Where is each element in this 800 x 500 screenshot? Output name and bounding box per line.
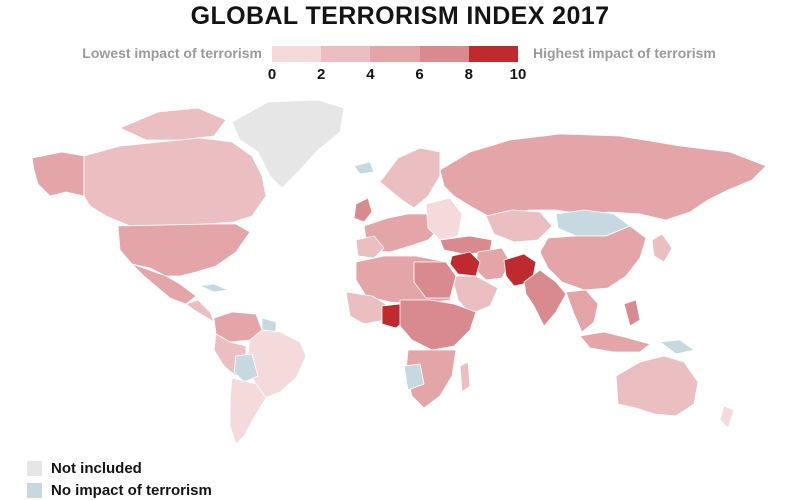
region-philippines bbox=[623, 299, 641, 327]
region-uk bbox=[353, 197, 373, 223]
region-iberia bbox=[355, 235, 385, 259]
region-alaska bbox=[31, 151, 85, 197]
scale-tick: 8 bbox=[464, 66, 473, 83]
scale-tick: 10 bbox=[509, 66, 527, 83]
region-new-zealand bbox=[719, 405, 735, 429]
region-kazakhstan bbox=[485, 209, 553, 243]
region-southern-cone bbox=[229, 377, 267, 445]
region-egypt-libya bbox=[413, 261, 457, 299]
legend-swatch-not-included bbox=[27, 461, 42, 476]
region-arctic-islands bbox=[119, 107, 227, 141]
region-southeast-asia bbox=[565, 289, 599, 333]
region-australia bbox=[615, 355, 699, 417]
scale-bin-0-2 bbox=[272, 46, 322, 62]
region-east-asia-islands bbox=[651, 233, 673, 263]
legend-no-impact: No impact of terrorism bbox=[27, 482, 212, 499]
scale-tick: 4 bbox=[366, 66, 375, 83]
scale-tick: 0 bbox=[267, 66, 277, 83]
legend-swatch-no-impact bbox=[27, 483, 42, 498]
region-india bbox=[523, 269, 567, 327]
map-title: GLOBAL TERRORISM INDEX 2017 bbox=[190, 2, 610, 30]
region-eastern-europe bbox=[425, 197, 463, 241]
region-greenland bbox=[231, 99, 345, 189]
region-canada bbox=[83, 137, 267, 227]
scale-ticks: 0 2 4 6 8 10 bbox=[268, 66, 527, 86]
legend-label-not-included: Not included bbox=[51, 460, 142, 477]
region-arabia bbox=[451, 275, 499, 315]
region-russia bbox=[439, 133, 767, 221]
scale-bin-2-4 bbox=[321, 46, 371, 62]
region-china bbox=[539, 225, 647, 291]
world-map bbox=[0, 92, 800, 450]
region-madagascar bbox=[459, 361, 471, 393]
legend-low-label: Lowest impact of terrorism bbox=[82, 45, 262, 61]
scale-tick: 6 bbox=[415, 66, 424, 83]
region-namibia-botswana bbox=[403, 363, 425, 391]
region-central-africa bbox=[399, 299, 477, 351]
color-scale bbox=[272, 46, 519, 62]
region-central-america bbox=[185, 299, 215, 323]
region-syria-iraq bbox=[449, 251, 481, 277]
scale-bin-8-10 bbox=[468, 46, 519, 62]
legend-label-no-impact: No impact of terrorism bbox=[51, 482, 212, 499]
region-cuba bbox=[199, 283, 229, 293]
legend-not-included: Not included bbox=[27, 460, 142, 477]
scale-tick: 2 bbox=[317, 66, 326, 83]
scale-bin-4-6 bbox=[370, 46, 420, 62]
region-bolivia-paraguay bbox=[233, 353, 259, 383]
region-scandinavia bbox=[379, 147, 441, 209]
region-new-guinea bbox=[659, 339, 695, 355]
scale-bin-6-8 bbox=[419, 46, 469, 62]
legend-high-label: Highest impact of terrorism bbox=[533, 45, 716, 61]
world-map-svg bbox=[31, 99, 767, 445]
region-maritime-se-asia bbox=[579, 331, 651, 353]
region-iceland bbox=[353, 161, 375, 175]
